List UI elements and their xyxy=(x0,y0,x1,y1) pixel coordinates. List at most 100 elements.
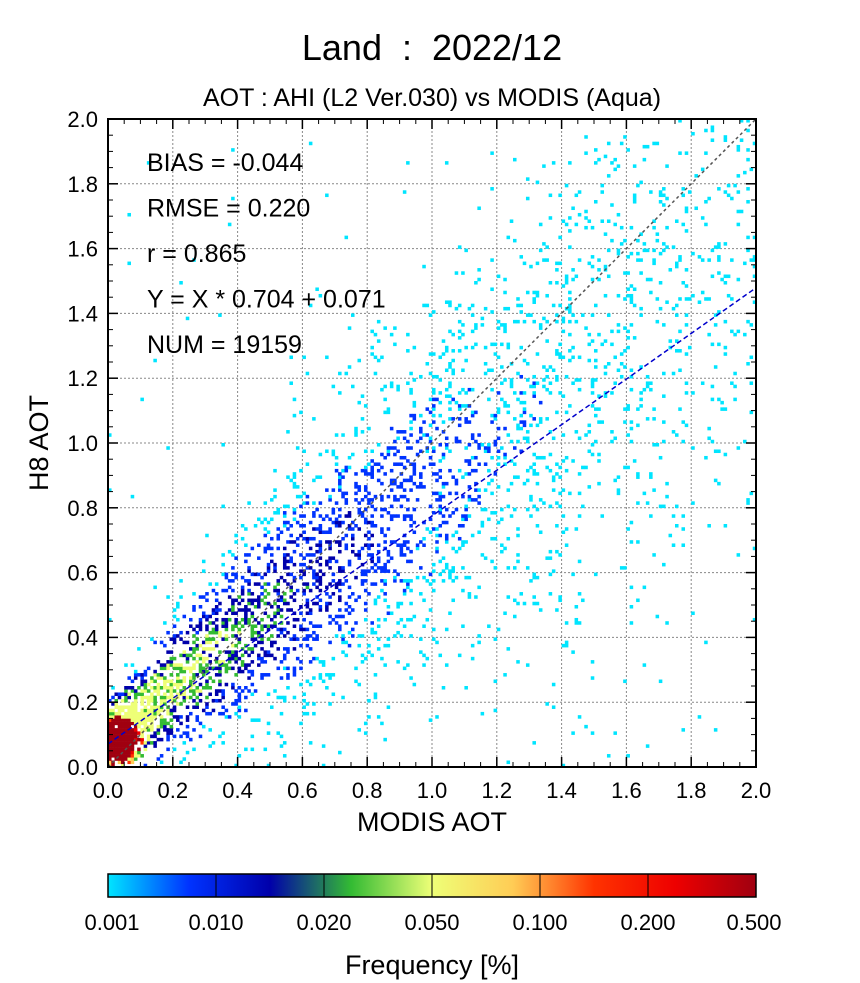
colorbar-tick-label: 0.001 xyxy=(84,910,139,935)
density-cell xyxy=(120,718,125,722)
density-cell xyxy=(192,676,196,680)
density-cell xyxy=(189,711,193,716)
density-cell xyxy=(652,248,656,253)
density-cell xyxy=(137,731,141,735)
density-cell xyxy=(234,533,238,538)
density-cell xyxy=(399,481,404,486)
density-cell xyxy=(496,455,501,460)
density-cell xyxy=(117,721,122,726)
density-cell xyxy=(461,540,465,544)
density-cell xyxy=(555,524,559,528)
density-cell xyxy=(260,627,264,632)
density-cell xyxy=(435,491,439,496)
density-cell xyxy=(189,624,193,628)
density-cell xyxy=(535,352,540,356)
density-cell xyxy=(250,592,255,596)
density-cell xyxy=(312,527,316,531)
density-cell xyxy=(185,750,190,755)
density-cell xyxy=(707,524,711,528)
density-cell xyxy=(234,572,238,577)
density-cell xyxy=(312,676,316,680)
density-cell xyxy=(218,650,222,654)
density-cell xyxy=(334,582,339,586)
density-cell xyxy=(247,553,251,557)
density-cell xyxy=(211,679,216,684)
density-cell xyxy=(548,365,553,369)
density-cell xyxy=(684,313,689,317)
density-cell xyxy=(496,326,501,330)
density-cell xyxy=(137,737,141,742)
density-cell xyxy=(221,663,225,667)
density-cell xyxy=(710,274,715,279)
density-cell xyxy=(156,660,161,664)
density-cell xyxy=(668,268,673,272)
density-cell xyxy=(208,686,212,690)
density-cell xyxy=(435,426,439,431)
density-cell xyxy=(169,728,174,732)
density-cell xyxy=(380,498,384,502)
density-cell xyxy=(176,676,180,680)
density-cell xyxy=(257,543,261,547)
density-cell xyxy=(176,692,180,697)
density-cell xyxy=(516,319,520,324)
density-cell xyxy=(402,588,407,593)
density-cell xyxy=(577,355,582,360)
density-cell xyxy=(270,553,274,557)
density-cell xyxy=(292,575,297,580)
density-cell xyxy=(117,747,122,752)
density-cell xyxy=(270,536,274,541)
density-cell xyxy=(253,718,258,722)
density-cell xyxy=(347,511,352,515)
density-cell xyxy=(542,501,546,505)
density-cell xyxy=(545,387,549,392)
density-cell xyxy=(282,666,287,671)
density-cell xyxy=(354,430,358,434)
density-cell xyxy=(419,637,423,641)
density-cell xyxy=(444,566,449,570)
density-cell xyxy=(208,640,212,645)
density-cell xyxy=(393,452,397,457)
density-cell xyxy=(555,261,559,266)
density-cell xyxy=(338,472,342,476)
density-cell xyxy=(448,303,452,308)
density-cell xyxy=(192,666,196,671)
density-cell xyxy=(308,634,313,638)
density-cell xyxy=(179,663,183,667)
density-cell xyxy=(561,329,566,334)
density-cell xyxy=(642,242,647,246)
density-cell xyxy=(156,676,161,680)
density-cell xyxy=(357,553,362,557)
density-cell xyxy=(289,381,293,385)
density-cell xyxy=(341,614,345,619)
density-cell xyxy=(201,660,206,664)
density-cell xyxy=(237,705,242,709)
density-cell xyxy=(169,650,174,654)
density-cell xyxy=(299,562,303,567)
density-cell xyxy=(746,501,750,505)
density-cell xyxy=(370,345,374,350)
density-cell xyxy=(257,718,261,722)
density-cell xyxy=(114,721,119,726)
y-tick-label: 1.0 xyxy=(67,431,98,456)
density-cell xyxy=(590,225,595,230)
density-cell xyxy=(279,614,284,619)
density-cell xyxy=(231,666,235,671)
density-cell xyxy=(451,533,455,538)
density-cell xyxy=(603,232,608,236)
density-cell xyxy=(325,605,329,609)
density-cell xyxy=(435,540,439,544)
density-cell xyxy=(318,660,323,664)
density-cell xyxy=(305,553,310,557)
density-cell xyxy=(383,384,387,389)
density-cell xyxy=(153,711,157,716)
density-cell xyxy=(354,553,358,557)
density-cell xyxy=(438,459,443,463)
density-cell xyxy=(153,734,157,739)
density-cell xyxy=(619,362,624,366)
density-cell xyxy=(354,485,358,489)
density-cell xyxy=(108,754,112,758)
density-cell xyxy=(444,436,449,441)
density-cell xyxy=(334,468,339,473)
density-cell xyxy=(464,446,468,450)
